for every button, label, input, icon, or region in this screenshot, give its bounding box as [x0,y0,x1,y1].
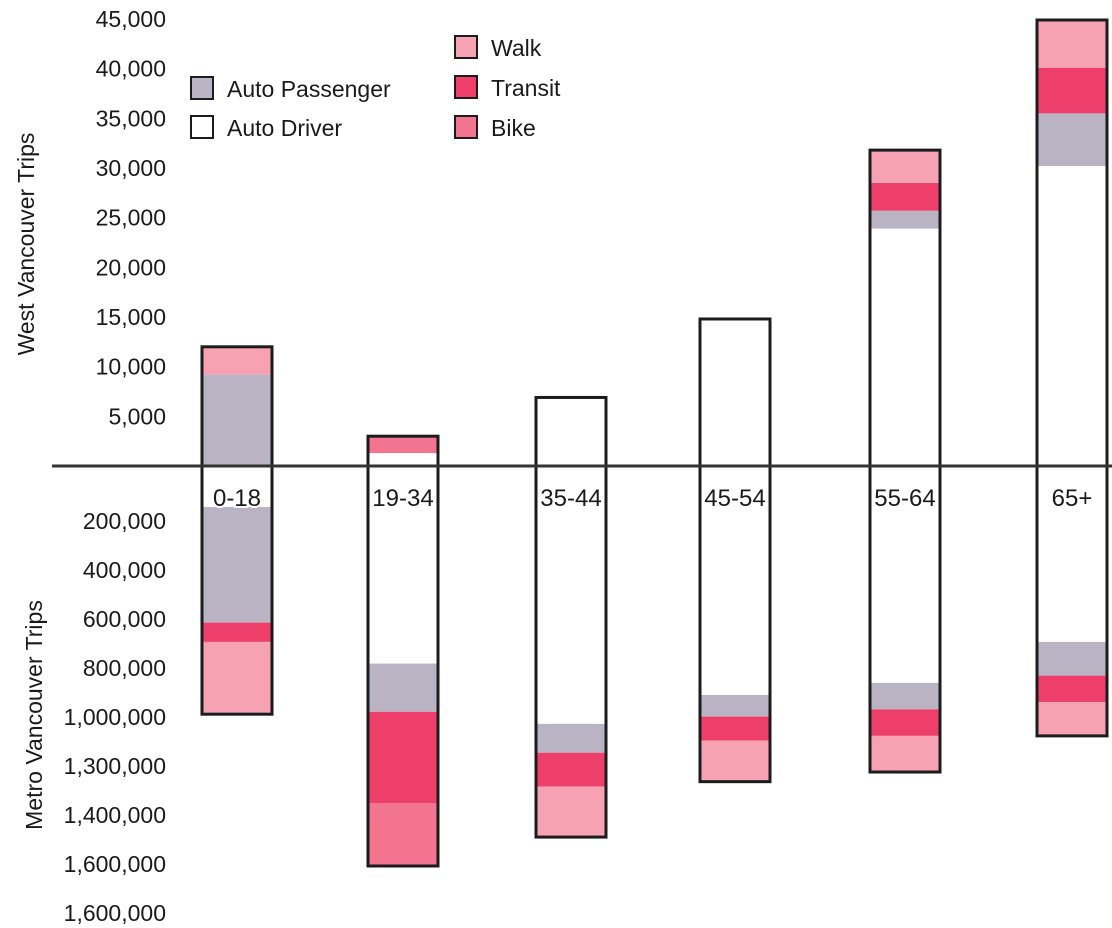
tick-label-metro-2: 400,000 [83,557,166,583]
segment-metro_vancouver-45-54-auto-driver [700,466,770,695]
segment-west_vancouver-45-54-auto-driver [700,318,770,466]
tick-label-metro-1: 200,000 [83,508,166,534]
segment-west_vancouver-65-auto-driver [1037,166,1107,466]
segment-west_vancouver-55-64-auto-passenger [870,210,940,229]
segment-metro_vancouver-19-34-auto-passenger [368,663,438,712]
segment-west_vancouver-55-64-walk [870,150,940,183]
tick-label-metro-5: 1,000,000 [64,704,166,730]
bar-west_vancouver-45-54 [698,317,772,468]
tick-label-west-35-000: 35,000 [96,105,166,131]
legend-item-auto-passenger: Auto Passenger [190,76,391,102]
segment-west_vancouver-65-transit [1037,67,1107,114]
segment-metro_vancouver-55-64-auto-driver [870,466,940,683]
bars-layer [200,18,1109,868]
segment-west_vancouver-65-walk [1037,19,1107,68]
legend-label-transit: Transit [491,75,561,101]
tick-label-metro-9: 1,600,000 [64,900,166,926]
category-label-45-54: 45-54 [704,485,765,512]
segment-metro_vancouver-55-64-transit [870,709,940,736]
bar-metro_vancouver-45-54 [698,464,772,784]
tick-label-west-45-000: 45,000 [96,6,166,32]
segment-metro_vancouver-35-44-auto-passenger [536,723,606,753]
segment-metro_vancouver-55-64-auto-passenger [870,682,940,710]
legend-item-walk: Walk [454,35,542,61]
legend-swatch-bike [454,115,478,139]
legend-item-bike: Bike [454,115,536,141]
tick-label-metro-6: 1,300,000 [64,753,166,779]
segment-west_vancouver-19-34-bike [368,436,438,454]
bar-west_vancouver-19-34 [366,434,440,468]
bar-west_vancouver-35-44 [534,395,608,468]
segment-west_vancouver-0-18-auto-passenger [202,374,272,466]
legend-item-transit: Transit [454,75,561,101]
legend-label-walk: Walk [491,35,542,61]
segment-metro_vancouver-0-18-auto-passenger [202,506,272,623]
legend-label-bike: Bike [491,115,536,141]
segment-west_vancouver-65-auto-passenger [1037,113,1107,167]
category-label-35-44: 35-44 [540,485,601,512]
bar-metro_vancouver-0-18 [200,464,274,716]
segment-metro_vancouver-55-64-walk [870,735,940,773]
category-label-0-18: 0-18 [213,485,261,512]
segment-metro_vancouver-35-44-transit [536,752,606,787]
segment-metro_vancouver-19-34-auto-driver [368,466,438,664]
legend-label-auto-driver: Auto Driver [227,115,342,141]
segment-metro_vancouver-19-34-transit [368,711,438,804]
legend-swatch-auto-passenger [190,76,214,100]
bar-west_vancouver-65 [1035,18,1109,468]
bar-metro_vancouver-55-64 [868,464,942,774]
segment-metro_vancouver-35-44-auto-driver [536,466,606,724]
tick-label-west-25-000: 25,000 [96,205,166,231]
tick-label-metro-3: 600,000 [83,606,166,632]
bar-west_vancouver-0-18 [200,345,274,468]
category-label-65: 65+ [1052,485,1093,512]
bar-west_vancouver-55-64 [868,148,942,468]
tick-label-west-5-000: 5,000 [108,403,166,429]
y-axis-title-metro: Metro Vancouver Trips [21,600,47,830]
legend-swatch-transit [454,75,478,99]
bar-metro_vancouver-19-34 [366,464,440,868]
segment-west_vancouver-19-34-auto-driver [368,453,438,466]
tick-label-west-10-000: 10,000 [96,354,166,380]
segment-metro_vancouver-45-54-transit [700,716,770,741]
legend-swatch-walk [454,35,478,59]
category-label-19-34: 19-34 [372,485,433,512]
segment-metro_vancouver-65-auto-passenger [1037,641,1107,676]
segment-metro_vancouver-65-transit [1037,675,1107,703]
segment-metro_vancouver-65-walk [1037,702,1107,736]
segment-west_vancouver-0-18-walk [202,346,272,375]
segment-metro_vancouver-0-18-auto-driver [202,466,272,507]
bar-metro_vancouver-65 [1035,464,1109,738]
tick-label-metro-7: 1,400,000 [64,802,166,828]
y-axis-title-west: West Vancouver Trips [13,133,39,356]
bar-metro_vancouver-35-44 [534,464,608,839]
tick-label-metro-8: 1,600,000 [64,851,166,877]
axes-layer: 5,000 10,000 15,000 20,000 25,000 30,000 35,00… [13,6,166,926]
segment-west_vancouver-55-64-transit [870,182,940,211]
segment-west_vancouver-35-44-auto-driver [536,397,606,466]
category-labels: 0-18 19-34 35-44 45-54 55-64 65+ [211,483,1094,514]
segment-metro_vancouver-45-54-walk [700,740,770,782]
segment-metro_vancouver-0-18-walk [202,641,272,715]
tick-label-west-15-000: 15,000 [96,304,166,330]
segment-metro_vancouver-19-34-bike [368,803,438,866]
legend: Auto Passenger Auto Driver Walk Transit Bike [190,35,561,141]
segment-metro_vancouver-65-auto-driver [1037,466,1107,642]
segment-metro_vancouver-45-54-auto-passenger [700,694,770,717]
legend-label-auto-passenger: Auto Passenger [227,76,391,102]
tick-label-west-40-000: 40,000 [96,56,166,82]
tick-label-west-30-000: 30,000 [96,155,166,181]
segment-metro_vancouver-35-44-walk [536,786,606,838]
segment-west_vancouver-55-64-auto-driver [870,228,940,466]
category-label-55-64: 55-64 [874,485,935,512]
legend-swatch-auto-driver [190,115,214,139]
tick-label-metro-4: 800,000 [83,655,166,681]
legend-item-auto-driver: Auto Driver [190,115,342,141]
tick-label-west-20-000: 20,000 [96,254,166,280]
segment-metro_vancouver-0-18-transit [202,622,272,642]
